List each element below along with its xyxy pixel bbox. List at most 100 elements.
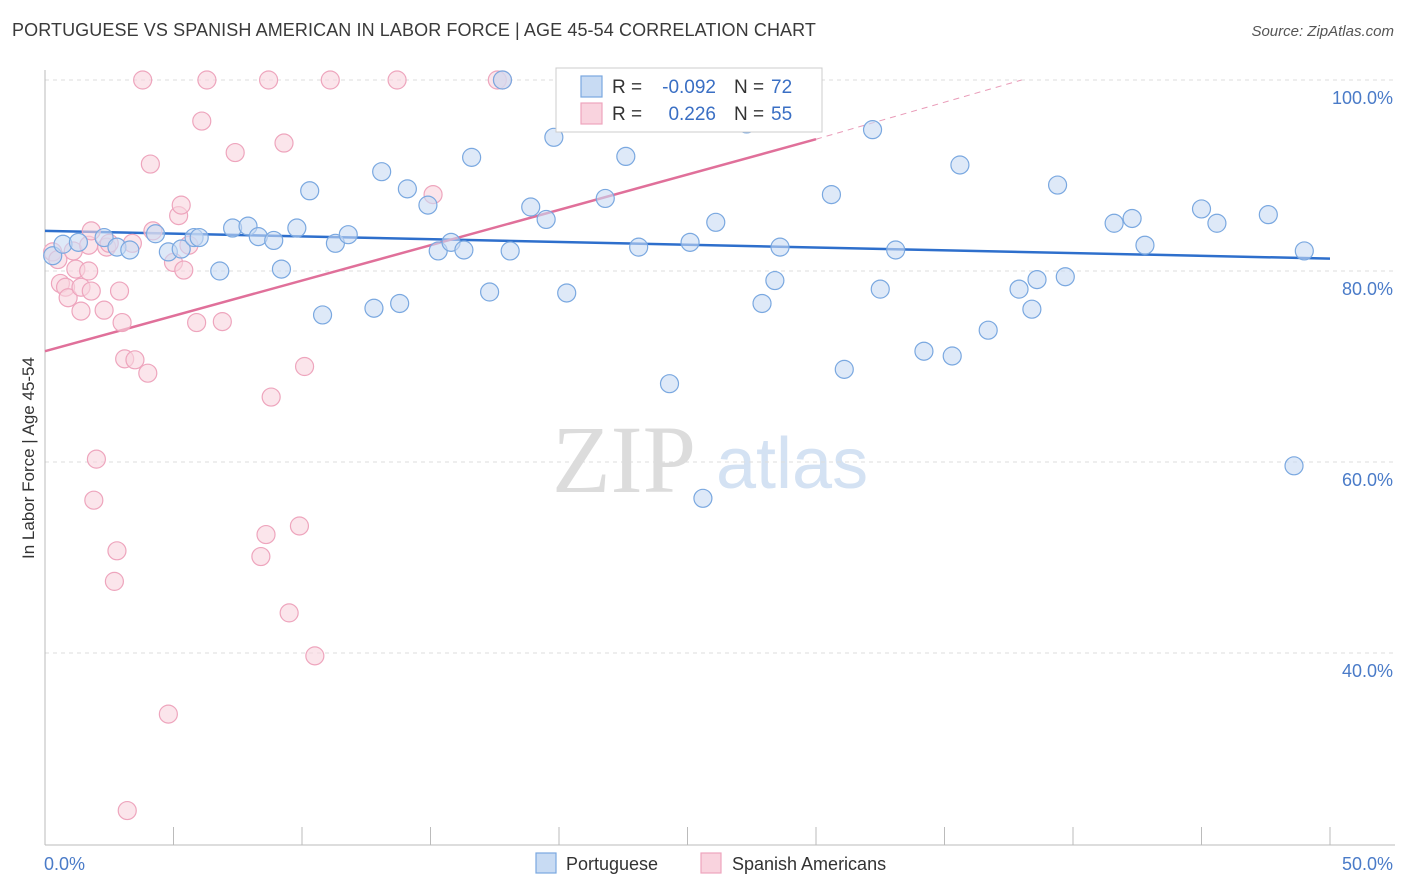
point-portuguese	[770, 237, 790, 257]
point-portuguese	[942, 346, 962, 366]
point-portuguese	[94, 227, 114, 248]
point-portuguese	[462, 147, 482, 167]
point-portuguese	[189, 227, 209, 248]
point-portuguese	[1122, 208, 1142, 229]
point-spanish-american	[171, 195, 191, 215]
point-portuguese	[834, 359, 854, 379]
watermark-zip: ZIP	[552, 406, 696, 513]
point-portuguese	[454, 240, 474, 260]
legend-n-label-1: N =	[734, 77, 764, 98]
point-spanish-american	[294, 356, 315, 377]
point-portuguese	[821, 185, 842, 205]
point-portuguese	[480, 282, 500, 302]
point-spanish-american	[107, 541, 127, 561]
legend-r-label-2: R =	[612, 104, 642, 125]
legend-r-value-2: 0.226	[668, 104, 716, 125]
data-points	[43, 70, 1314, 821]
point-spanish-american	[58, 288, 78, 308]
point-spanish-american	[125, 350, 145, 370]
point-portuguese	[418, 195, 438, 215]
point-portuguese	[492, 70, 513, 90]
watermark-atlas: atlas	[716, 424, 868, 504]
point-portuguese	[752, 293, 772, 314]
point-portuguese	[500, 241, 520, 261]
point-spanish-american	[305, 646, 325, 666]
point-portuguese	[397, 179, 417, 199]
point-portuguese	[120, 240, 140, 260]
point-portuguese	[1284, 456, 1304, 476]
point-portuguese	[706, 212, 726, 232]
y-tick-label: 40.0%	[1342, 661, 1393, 681]
point-spanish-american	[112, 312, 132, 333]
point-portuguese	[390, 293, 410, 314]
point-portuguese	[171, 239, 191, 259]
trend-line-spanish-american	[44, 138, 817, 353]
point-portuguese	[765, 270, 785, 291]
x-tick-label: 50.0%	[1342, 854, 1393, 874]
point-spanish-american	[117, 800, 137, 821]
point-portuguese	[950, 155, 970, 175]
tick-labels: 100.0% 80.0% 60.0% 40.0% 0.0% 50.0%	[44, 88, 1393, 874]
point-spanish-american	[261, 387, 281, 407]
point-portuguese	[862, 120, 883, 140]
bottom-legend-spanish: Spanish Americans	[732, 854, 886, 874]
point-portuguese	[1191, 199, 1212, 219]
point-portuguese	[372, 162, 392, 182]
source-credit: Source: ZipAtlas.com	[1251, 23, 1394, 40]
point-spanish-american	[256, 524, 276, 545]
legend-swatch-portuguese	[580, 75, 603, 98]
point-portuguese	[338, 225, 358, 245]
point-portuguese	[1258, 205, 1278, 225]
point-portuguese	[1027, 269, 1047, 290]
axes	[44, 70, 1395, 846]
point-spanish-american	[258, 70, 279, 90]
bottom-legend-swatch-portuguese	[535, 852, 557, 874]
point-portuguese	[557, 283, 577, 303]
point-portuguese	[544, 127, 564, 147]
point-portuguese	[1055, 267, 1075, 287]
point-spanish-american	[81, 281, 101, 301]
point-portuguese	[629, 237, 649, 257]
point-portuguese	[870, 279, 890, 299]
point-portuguese	[1009, 279, 1029, 299]
point-portuguese	[1294, 241, 1314, 261]
point-spanish-american	[94, 300, 114, 320]
point-portuguese	[1207, 213, 1227, 233]
point-spanish-american	[158, 704, 178, 724]
point-spanish-american	[387, 70, 407, 90]
point-spanish-american	[84, 490, 104, 510]
point-portuguese	[287, 218, 307, 238]
legend-r-value-1: -0.092	[662, 77, 716, 98]
point-portuguese	[536, 209, 556, 230]
trend-line-extension	[815, 79, 1022, 140]
point-portuguese	[1047, 175, 1068, 195]
chart-title: PORTUGUESE VS SPANISH AMERICAN IN LABOR …	[12, 20, 817, 40]
point-spanish-american	[133, 70, 153, 90]
y-tick-label: 80.0%	[1342, 279, 1393, 299]
point-portuguese	[210, 261, 230, 281]
point-portuguese	[364, 298, 384, 318]
x-tick-label: 0.0%	[44, 854, 85, 874]
point-spanish-american	[197, 70, 217, 90]
y-tick-label: 60.0%	[1342, 470, 1393, 490]
point-portuguese	[271, 259, 292, 279]
point-portuguese	[1022, 299, 1042, 319]
point-portuguese	[680, 232, 700, 252]
legend-n-value-2: 55	[771, 104, 792, 125]
point-spanish-american	[86, 449, 107, 469]
point-spanish-american	[104, 571, 124, 591]
point-spanish-american	[187, 312, 207, 333]
point-spanish-american	[274, 133, 294, 153]
point-spanish-american	[79, 261, 99, 281]
point-portuguese	[300, 181, 320, 201]
point-portuguese	[886, 240, 906, 260]
point-spanish-american	[289, 516, 310, 536]
legend-n-value-1: 72	[771, 77, 792, 98]
point-portuguese	[693, 488, 713, 508]
point-portuguese	[145, 224, 166, 244]
point-portuguese	[264, 230, 284, 251]
point-portuguese	[978, 320, 998, 340]
point-spanish-american	[225, 142, 245, 163]
correlation-legend: R = -0.092 N = 72 R = 0.226 N = 55	[555, 67, 823, 133]
